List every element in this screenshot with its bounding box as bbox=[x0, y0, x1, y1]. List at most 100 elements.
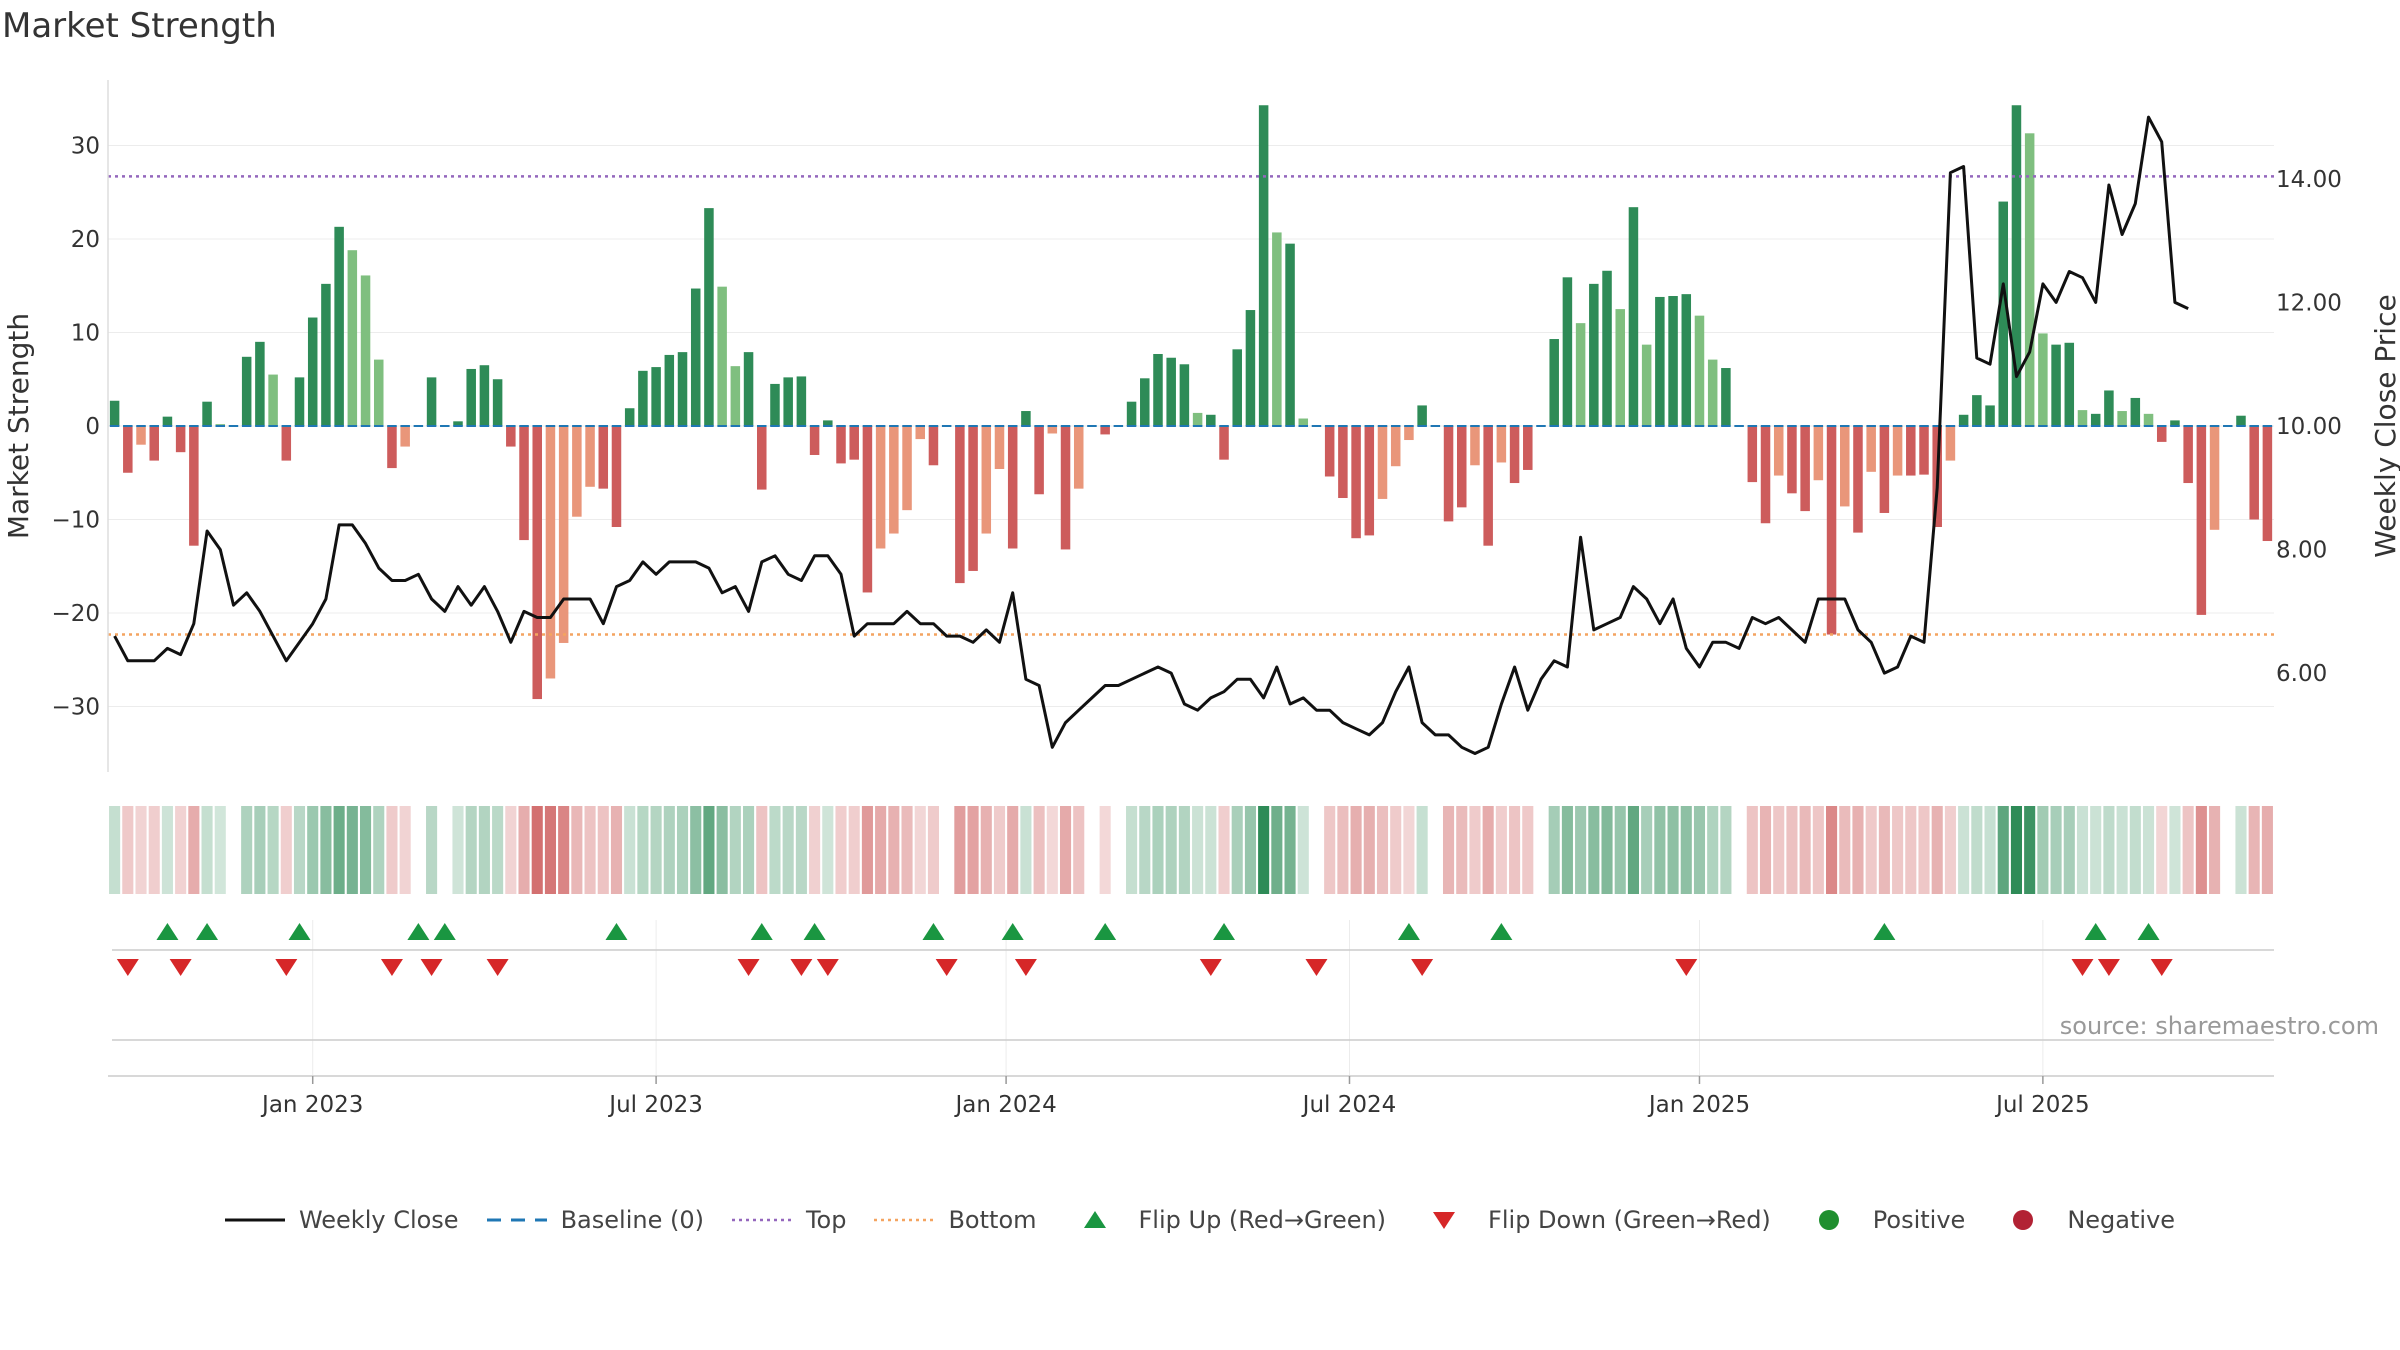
flip-down-marker bbox=[420, 959, 443, 976]
flip-up-marker bbox=[750, 923, 773, 940]
heat-cell bbox=[2195, 806, 2207, 894]
heat-cell bbox=[505, 806, 517, 894]
strength-bar bbox=[1126, 401, 1137, 426]
strength-bar bbox=[1417, 405, 1427, 426]
heat-cell bbox=[1667, 806, 1679, 894]
heat-cell bbox=[2169, 806, 2181, 894]
heat-cell bbox=[1205, 806, 1217, 894]
heat-cell bbox=[1390, 806, 1402, 894]
strength-bar bbox=[506, 426, 516, 447]
strength-bar bbox=[770, 383, 780, 426]
heat-cell bbox=[1403, 806, 1415, 894]
legend-item-top[interactable]: Top bbox=[731, 1206, 846, 1234]
strength-bar bbox=[1773, 426, 1784, 476]
legend-item-bottom[interactable]: Bottom bbox=[874, 1206, 1037, 1234]
heat-cell bbox=[743, 806, 755, 894]
strength-bar bbox=[1575, 323, 1586, 426]
strength-bar bbox=[1219, 426, 1229, 460]
strength-bar bbox=[981, 426, 992, 534]
heat-cell bbox=[2010, 806, 2023, 894]
strength-bar bbox=[1919, 426, 1929, 475]
heat-cell bbox=[558, 806, 570, 894]
heat-cell bbox=[1588, 806, 1600, 894]
heat-cell bbox=[293, 806, 306, 894]
strength-bar bbox=[1523, 426, 1533, 470]
heat-cell bbox=[201, 806, 213, 894]
heat-cell bbox=[1614, 806, 1626, 894]
heat-cell bbox=[597, 806, 609, 894]
heat-cell bbox=[544, 806, 556, 894]
heat-cell bbox=[1746, 806, 1758, 894]
heat-cell bbox=[320, 806, 332, 894]
flip-down-marker bbox=[2150, 959, 2173, 976]
strength-bar bbox=[1879, 426, 1890, 513]
heat-cell bbox=[1641, 806, 1653, 894]
strength-heat-strip bbox=[109, 806, 2273, 894]
heat-cell bbox=[703, 806, 715, 894]
strength-bar bbox=[1602, 270, 1612, 426]
strength-bar bbox=[2051, 344, 2061, 426]
strength-bar bbox=[2090, 413, 2101, 426]
heat-cell bbox=[571, 806, 583, 894]
heat-cell bbox=[518, 806, 530, 894]
heat-cell bbox=[1878, 806, 1890, 894]
heat-cell bbox=[2050, 806, 2062, 894]
flip-up-marker bbox=[1397, 923, 1420, 940]
strength-bar bbox=[1232, 349, 1242, 426]
strength-bar bbox=[651, 367, 661, 426]
heat-cell bbox=[1469, 806, 1481, 894]
strength-bar bbox=[2104, 390, 2114, 426]
axes-layer: 30 20 10 0 −10 −20 −30 14.00 12.00 10.00 8.00 6.00 M… bbox=[2, 80, 2400, 772]
heat-cell bbox=[584, 806, 596, 894]
strength-bar bbox=[928, 426, 939, 466]
strength-bar bbox=[677, 352, 688, 426]
heat-cell bbox=[690, 806, 702, 894]
strength-bar bbox=[1192, 412, 1203, 426]
legend-item-flip_up[interactable]: Flip Up (Red→Green) bbox=[1065, 1206, 1386, 1234]
heat-cell bbox=[1442, 806, 1455, 894]
heat-cell bbox=[650, 806, 662, 894]
strength-bar bbox=[2262, 426, 2273, 542]
legend-item-close[interactable]: Weekly Close bbox=[224, 1206, 459, 1234]
heat-cell bbox=[1561, 806, 1573, 894]
strength-bar bbox=[823, 420, 833, 426]
flip-down-marker bbox=[935, 959, 958, 976]
strength-bar bbox=[307, 317, 318, 426]
heat-cell bbox=[1284, 806, 1296, 894]
legend-label: Weekly Close bbox=[298, 1206, 459, 1234]
heat-cell bbox=[1033, 806, 1045, 894]
legend-item-flip_down[interactable]: Flip Down (Green→Red) bbox=[1414, 1206, 1771, 1234]
strength-bar bbox=[1853, 426, 1863, 533]
heat-cell bbox=[1430, 806, 1441, 894]
heat-cell bbox=[1905, 806, 1917, 894]
chart-title: Market Strength bbox=[2, 6, 277, 46]
heat-cell bbox=[399, 806, 411, 894]
heat-cell bbox=[1482, 806, 1494, 894]
heat-cell bbox=[2182, 806, 2194, 894]
strength-bar bbox=[1840, 426, 1850, 507]
heat-cell bbox=[1693, 806, 1706, 894]
heat-cell bbox=[1535, 806, 1546, 894]
strength-bar bbox=[1483, 426, 1493, 546]
heat-cell bbox=[1892, 806, 1904, 894]
strength-bar bbox=[545, 426, 556, 679]
legend-item-negative[interactable]: Negative bbox=[1993, 1206, 2175, 1234]
heat-cell bbox=[756, 806, 768, 894]
strength-bar bbox=[757, 426, 767, 490]
legend-item-positive[interactable]: Positive bbox=[1799, 1206, 1965, 1234]
flip-up-marker bbox=[803, 923, 826, 940]
heat-cell bbox=[2142, 806, 2155, 894]
strength-bar bbox=[2209, 426, 2220, 530]
flip-up-marker bbox=[1094, 923, 1117, 940]
strength-bar bbox=[1245, 310, 1256, 426]
y2-tick-label: 10.00 bbox=[2276, 414, 2342, 440]
heat-cell bbox=[426, 806, 438, 894]
legend-item-baseline[interactable]: Baseline (0) bbox=[486, 1206, 704, 1234]
strength-bar bbox=[1998, 201, 2009, 426]
heat-cell bbox=[267, 806, 279, 894]
y-tick-label: 10 bbox=[71, 320, 100, 346]
heat-cell bbox=[531, 806, 543, 894]
strength-bar bbox=[1377, 426, 1388, 499]
heat-cell bbox=[1073, 806, 1085, 894]
